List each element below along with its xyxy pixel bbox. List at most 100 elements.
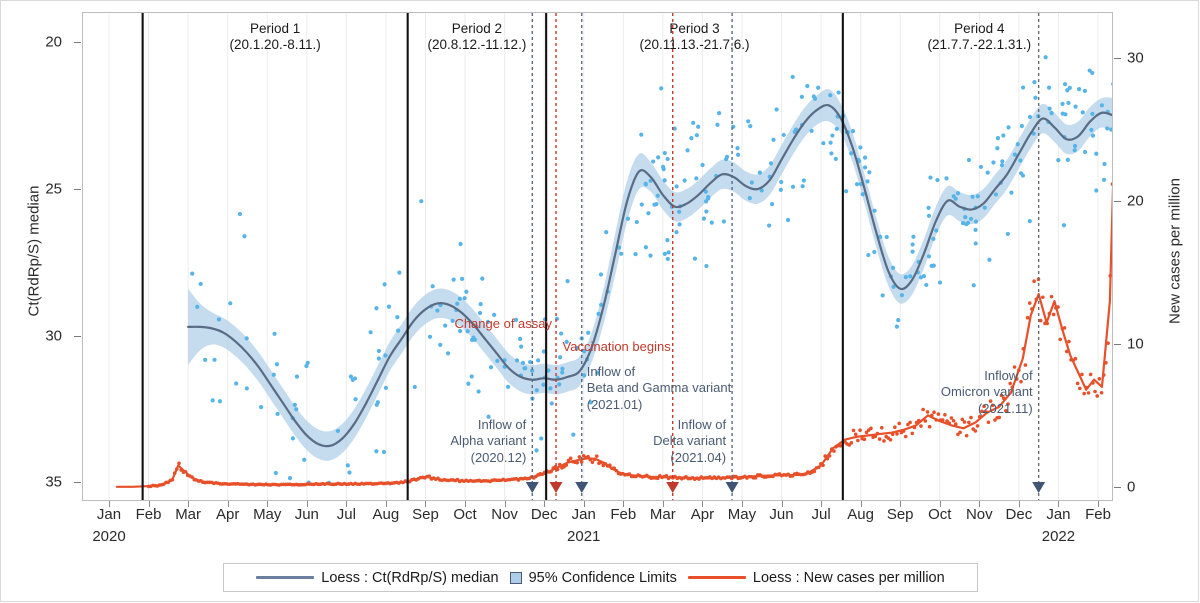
y-axis-left-tick-mark: [74, 189, 81, 191]
scatter-point: [534, 388, 539, 393]
scatter-point: [466, 381, 471, 386]
scatter-point: [534, 448, 539, 453]
scatter-point: [485, 319, 491, 325]
scatter-point: [854, 182, 860, 187]
scatter-point: [891, 284, 896, 289]
annotation-omicron-variant: Inflow of Omicron variant (2021.11): [941, 368, 1033, 417]
annotation-beta-gamma-variant-line-1: Inflow of: [586, 364, 636, 379]
x-axis-tick-mark: [148, 501, 150, 507]
x-axis-tick-mark: [741, 501, 743, 507]
scatter-point: [294, 407, 299, 412]
scatter-point: [460, 276, 465, 281]
y-axis-right-tick-mark: [1114, 344, 1121, 346]
scatter-point: [1090, 111, 1095, 116]
scatter-point: [774, 107, 779, 112]
cases-point: [973, 429, 978, 433]
x-axis-tick-mark: [227, 501, 229, 507]
cases-point: [910, 431, 915, 436]
scatter-point: [862, 155, 868, 160]
scatter-point: [805, 83, 810, 89]
scatter-point: [1020, 85, 1026, 90]
scatter-point: [1089, 127, 1094, 133]
scatter-point: [648, 253, 653, 258]
plot-panel: Period 1 (20.1.20.-8.11.) Period 2 (20.8.12…: [82, 12, 1113, 501]
scatter-point: [419, 199, 424, 204]
scatter-point: [982, 205, 987, 210]
scatter-point: [195, 304, 200, 309]
scatter-point: [799, 94, 804, 99]
scatter-point: [926, 254, 932, 259]
scatter-point: [1105, 126, 1110, 131]
scatter-point: [272, 331, 277, 336]
y-axis-right-tick-label: 0: [1127, 478, 1136, 496]
y-axis-right-tick-mark: [1114, 201, 1121, 203]
scatter-point: [559, 331, 564, 336]
scatter-point: [830, 133, 835, 138]
cases-point: [1082, 391, 1086, 396]
cases-point: [177, 461, 181, 466]
scatter-point: [884, 234, 889, 240]
cases-point: [908, 420, 912, 425]
x-axis-tick-label: Nov: [965, 506, 993, 523]
annotation-omicron-variant-line-1: Inflow of: [984, 368, 1033, 383]
scatter-point: [926, 205, 931, 211]
x-axis-tick-mark: [1098, 501, 1099, 507]
cases-point: [594, 454, 599, 458]
scatter-point: [1032, 80, 1037, 85]
loess-cases-line-group: [115, 184, 1112, 488]
cases-point: [1095, 394, 1100, 398]
x-axis-tick-label: Jun: [294, 506, 319, 523]
annotation-delta-variant-line-2: Delta variant: [653, 433, 727, 449]
annotation-beta-gamma-variant: Inflow of Beta and Gamma variant (2021.01): [587, 364, 732, 413]
scatter-point: [926, 213, 932, 218]
x-axis-tick-label: Oct: [453, 506, 477, 523]
y-axis-left-title-wrap: Ct(RdRp/S) median: [8, 0, 43, 501]
y-axis-right-tick-label: 30: [1127, 49, 1144, 67]
scatter-point: [862, 165, 868, 170]
scatter-point: [304, 363, 309, 369]
scatter-point: [478, 302, 483, 307]
cases-point: [853, 432, 858, 437]
annotation-delta-variant-line-3: (2021.04): [670, 449, 727, 465]
scatter-point: [1063, 112, 1068, 117]
scatter-point: [625, 216, 631, 221]
scatter-point: [935, 177, 940, 183]
annotation-alpha-variant-line-1: Inflow of: [477, 417, 527, 432]
scatter-point: [595, 370, 600, 375]
scatter-point: [376, 356, 381, 361]
scatter-point: [458, 241, 463, 247]
x-axis-tick-label: Jan: [96, 506, 122, 523]
scatter-point: [696, 124, 701, 129]
y-axis-left-tick-mark: [74, 482, 81, 484]
scatter-point: [427, 334, 433, 339]
scatter-point: [706, 196, 711, 201]
scatter-point: [821, 141, 826, 146]
axis-triangle-marker: [525, 482, 539, 493]
period-name: Period 1: [249, 21, 301, 36]
x-axis-tick-mark: [781, 501, 783, 507]
cases-point: [1008, 381, 1012, 386]
scatter-point: [985, 170, 990, 175]
scatter-point: [465, 329, 470, 334]
y-axis-left-tick-label: 35: [45, 473, 62, 491]
scatter-point: [700, 162, 705, 168]
scatter-point: [557, 382, 562, 387]
scatter-point: [844, 189, 849, 194]
legend-item-loess-new-cases: Loess : New cases per million: [687, 570, 945, 586]
legend-line-red-icon: [687, 576, 746, 579]
scatter-point: [541, 382, 546, 387]
cases-point: [964, 433, 969, 438]
cases-point: [951, 418, 956, 423]
scatter-point: [1027, 114, 1033, 120]
annotation-alpha-variant-line-2: Alpha variant: [450, 433, 527, 449]
scatter-point: [639, 132, 644, 137]
scatter-point: [759, 188, 764, 193]
scatter-point: [438, 342, 443, 347]
scatter-point: [560, 370, 565, 375]
cases-point: [986, 420, 991, 425]
scatter-point: [643, 245, 649, 250]
y-axis-right-tick-label: 10: [1127, 335, 1144, 353]
cases-point: [577, 455, 582, 459]
x-axis-tick-mark: [346, 501, 348, 507]
scatter-point: [305, 360, 310, 365]
